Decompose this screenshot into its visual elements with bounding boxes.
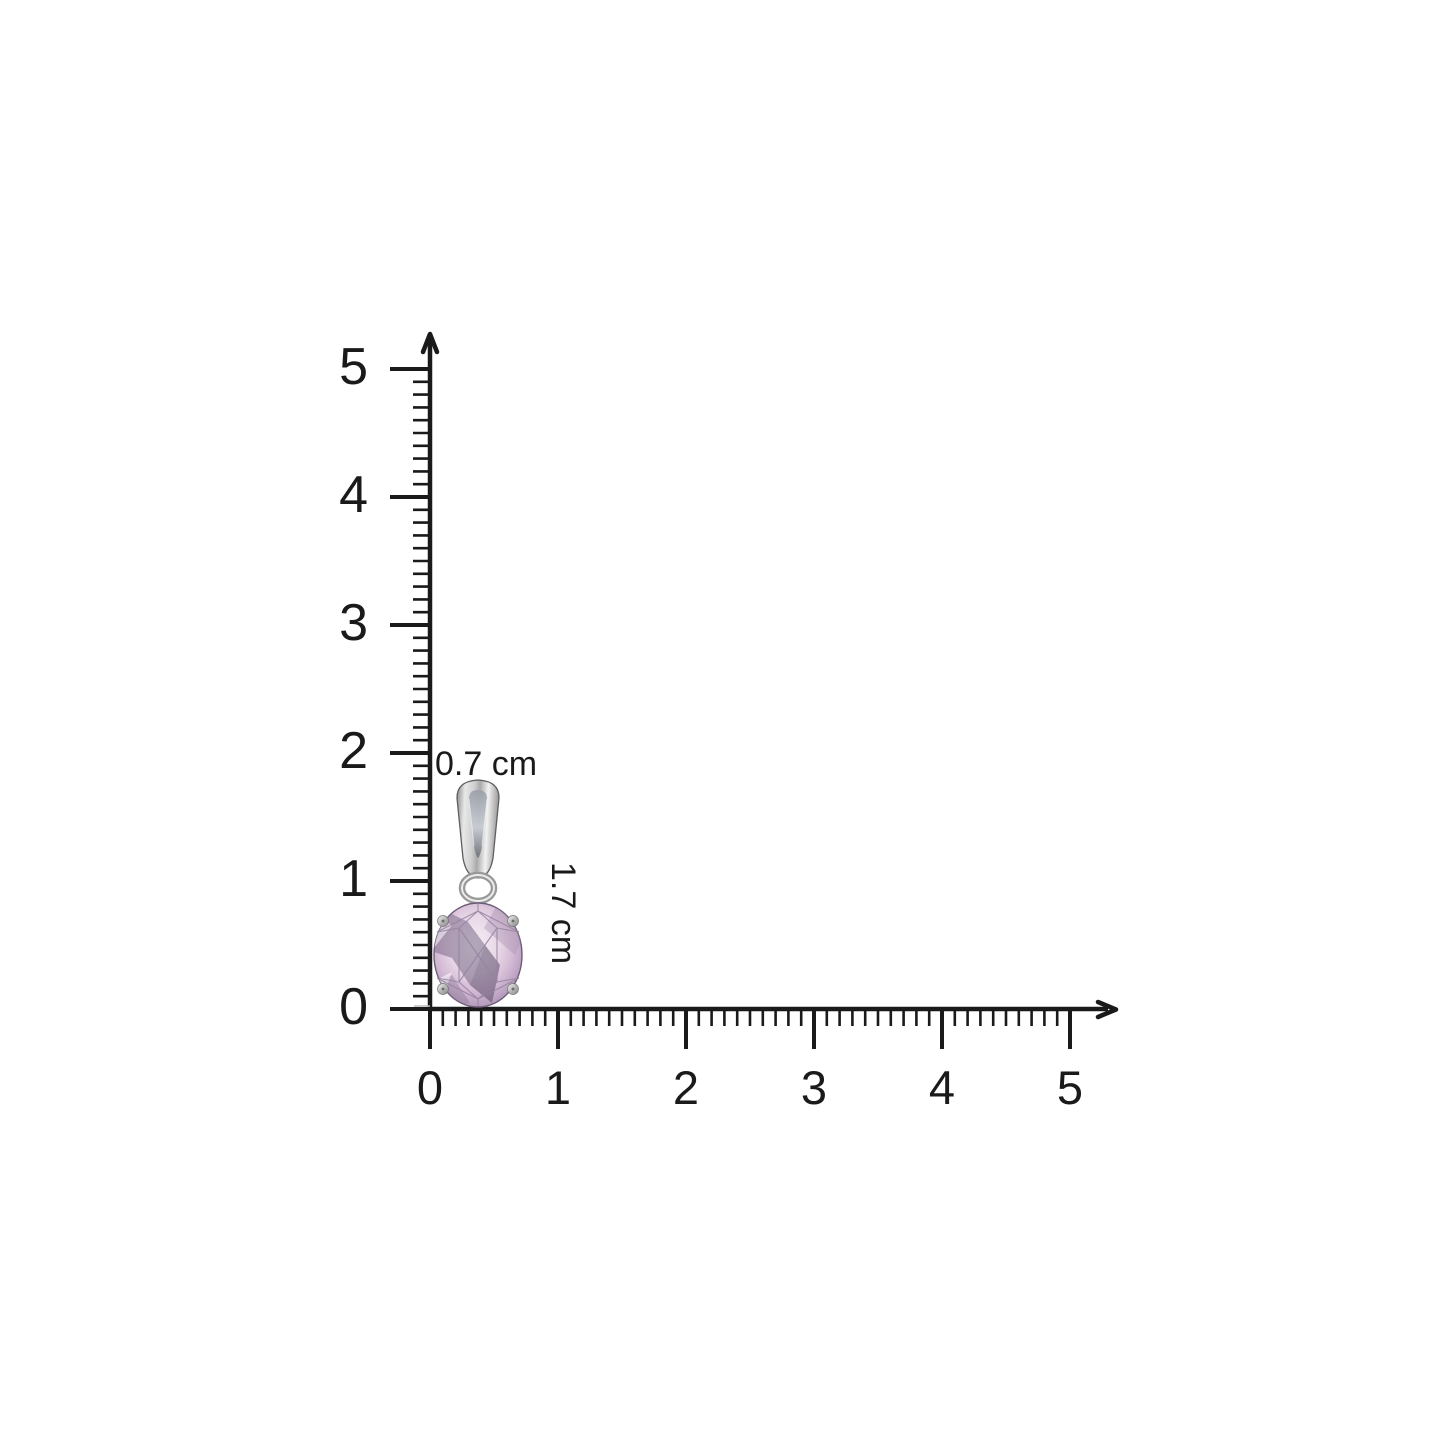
svg-text:0: 0 (417, 1061, 443, 1114)
svg-text:1.7 cm: 1.7 cm (544, 862, 582, 964)
svg-text:0.7 cm: 0.7 cm (435, 745, 537, 783)
svg-text:3: 3 (339, 594, 368, 652)
svg-text:2: 2 (339, 722, 368, 780)
svg-text:2: 2 (673, 1061, 699, 1114)
svg-text:3: 3 (801, 1061, 827, 1114)
svg-text:1: 1 (545, 1061, 571, 1114)
svg-text:5: 5 (339, 338, 368, 396)
svg-text:4: 4 (929, 1061, 955, 1114)
svg-text:4: 4 (339, 466, 368, 524)
svg-text:1: 1 (339, 850, 368, 908)
svg-text:0: 0 (339, 978, 368, 1036)
svg-text:5: 5 (1057, 1061, 1083, 1114)
